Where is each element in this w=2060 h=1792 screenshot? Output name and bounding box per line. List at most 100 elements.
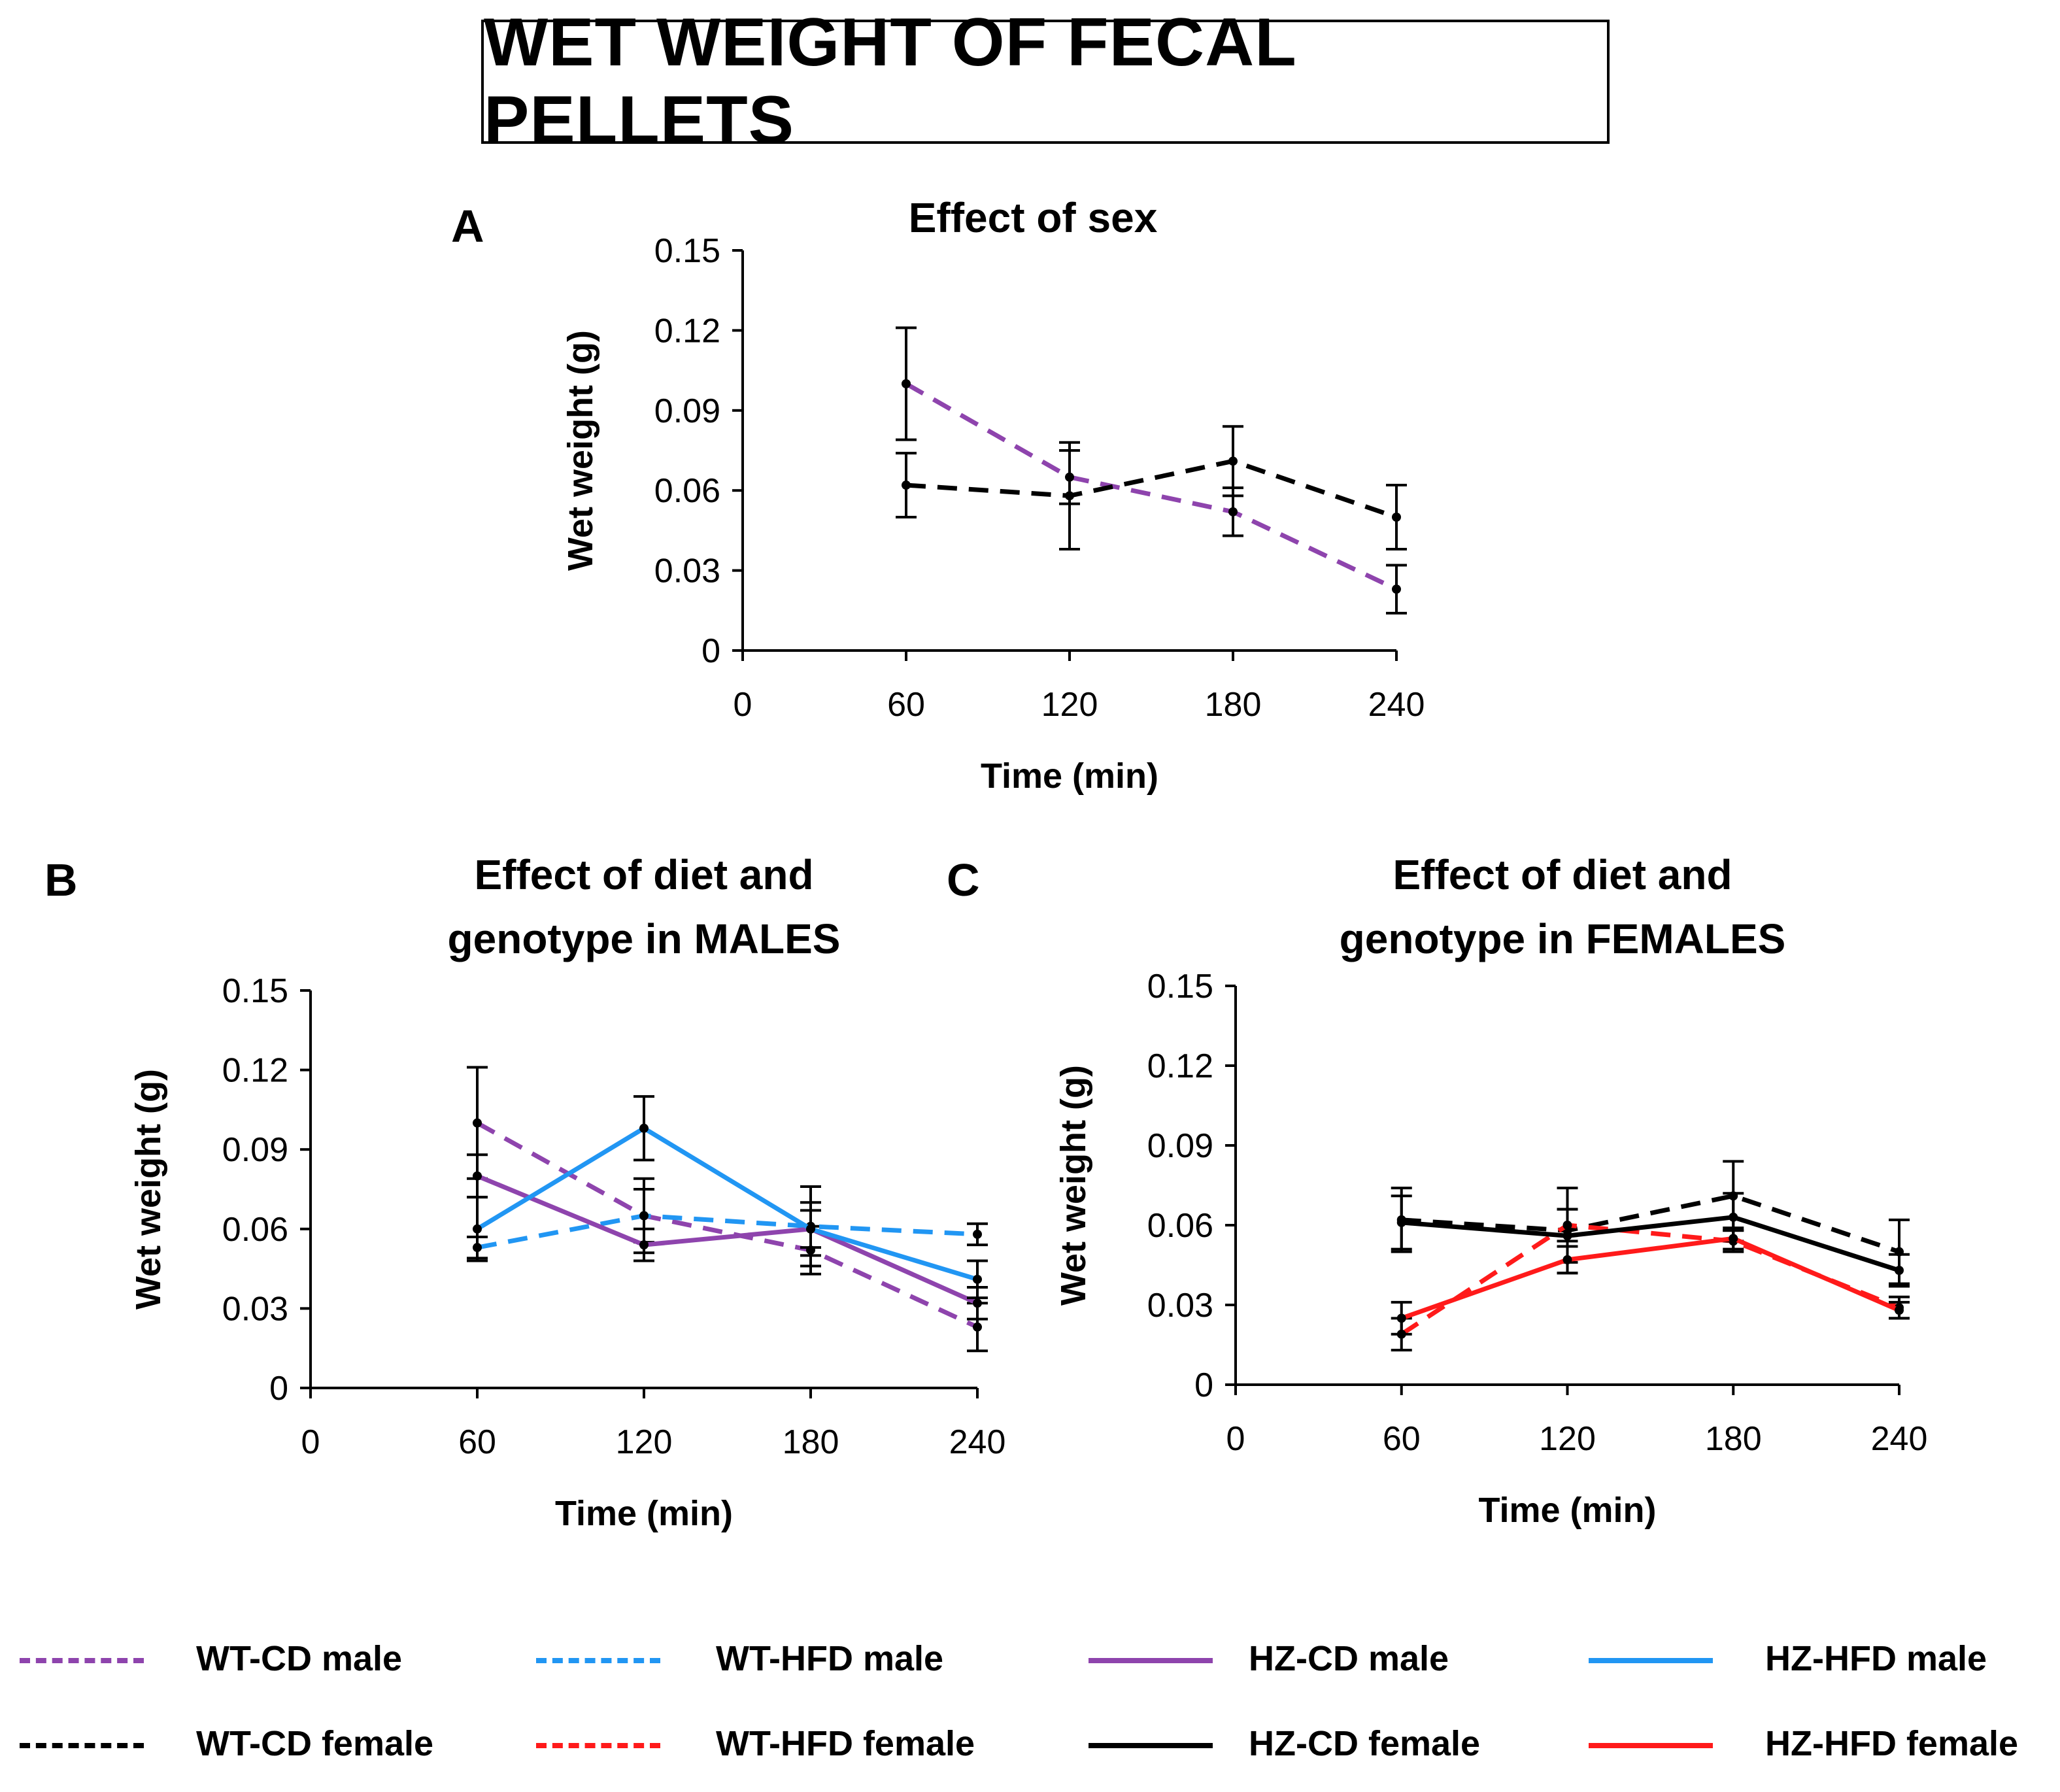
x-tick-label: 240 [949,1423,1006,1461]
data-point [1392,584,1401,594]
y-tick-label: 0 [269,1370,288,1408]
series-line [476,1174,979,1306]
y-tick-label: 0 [701,632,720,670]
chart-title: Effect of diet and [474,851,813,898]
legend-label: HZ-HFD male [1765,1639,1987,1678]
panel-b: B Effect of diet and genotype in MALES 0 0.0… [44,851,1005,1533]
series-wt-hfd-male [467,1177,988,1268]
x-axis-label: Time (min) [1478,1491,1656,1530]
series-hz-cd-female [1391,1192,1910,1288]
legend-label: HZ-HFD female [1765,1724,2019,1763]
series-wt-cd-male [467,1066,988,1353]
data-point [1562,1231,1572,1241]
x-tick-label: 180 [783,1423,839,1461]
panel-letter: B [44,854,78,905]
y-axis-label: Wet weight (g) [1054,1065,1093,1306]
figure-title-box: WET WEIGHT OF FECAL PELLETS [481,5,1610,158]
x-tick-label: 240 [1871,1420,1928,1458]
series-line [477,1213,978,1250]
series-hz-hfd-female [1391,1226,1910,1336]
data-point [639,1240,649,1250]
data-point [1562,1255,1572,1264]
chart-title: Effect of diet and [1393,851,1732,898]
legend-label: WT-HFD male [716,1639,944,1678]
legend-label: HZ-CD male [1249,1639,1449,1678]
legend-label: WT-CD female [196,1724,434,1763]
x-axis-label: Time (min) [555,1494,733,1533]
y-tick-label: 0.06 [654,472,720,510]
series-line [476,1126,979,1282]
y-tick-label: 0.09 [1147,1127,1213,1165]
x-tick-label: 0 [734,686,752,724]
series-line [1401,1193,1900,1254]
y-tick-label: 0.12 [222,1052,288,1090]
series-line [476,1121,979,1329]
series-line [905,381,1398,592]
x-tick-label: 60 [458,1423,496,1461]
panel-letter: C [947,854,980,905]
series-line [1400,1236,1900,1321]
y-tick-label: 0.12 [654,312,720,350]
series-wt-cd-female [896,425,1407,550]
data-point [1392,513,1401,522]
data-point [1895,1266,1904,1276]
figure-title: WET WEIGHT OF FECAL PELLETS [484,5,1296,158]
y-tick-label: 0.06 [1147,1207,1213,1245]
y-tick-label: 0.03 [654,552,720,590]
y-tick-label: 0.15 [222,972,288,1010]
data-point [806,1224,815,1234]
data-point [1729,1212,1738,1222]
y-tick-label: 0.03 [222,1290,288,1328]
data-point [473,1118,482,1128]
legend-swatch-wt-hfd-female [536,1743,660,1748]
data-point [973,1274,982,1284]
y-tick-label: 0.09 [654,392,720,430]
y-tick-label: 0.15 [654,232,720,270]
y-tick-label: 0.09 [222,1131,288,1169]
y-tick-label: 0.15 [1147,968,1213,1006]
x-axis-label: Time (min) [981,756,1158,796]
legend-label: HZ-CD female [1249,1724,1481,1763]
x-tick-label: 0 [301,1423,320,1461]
series-wt-cd-female [1391,1160,1910,1285]
data-point [1228,507,1238,516]
x-tick-label: 240 [1368,686,1425,724]
data-point [973,1229,982,1239]
legend-swatch-hz-hfd-male [1589,1658,1713,1663]
y-axis-label: Wet weight (g) [129,1069,168,1310]
data-point [639,1211,649,1221]
x-tick-label: 120 [1539,1420,1596,1458]
legend-label: WT-HFD female [716,1724,975,1763]
data-point [1396,1217,1406,1227]
legend-swatch-hz-hfd-female [1589,1743,1713,1748]
data-point [1729,1234,1738,1243]
legend-label: WT-CD male [196,1639,403,1678]
data-point [473,1224,482,1234]
series-wt-cd-male [896,326,1407,615]
panel-letter: A [451,201,484,252]
data-point [1228,456,1238,466]
data-point [473,1171,482,1181]
data-point [902,379,911,388]
legend-swatch-wt-cd-female [20,1743,144,1748]
x-tick-label: 0 [1226,1420,1245,1458]
data-point [1065,491,1074,501]
legend-swatch-wt-hfd-male [536,1658,660,1663]
panel-a: A Effect of sex 0 0.03 0.06 0.09 0.12 0.15 0 60 12… [451,194,1425,796]
legend-swatch-hz-cd-male [1089,1658,1213,1663]
series-line [1401,1215,1900,1273]
y-tick-label: 0 [1194,1366,1213,1404]
series-hz-hfd-male [467,1095,988,1300]
x-tick-label: 120 [616,1423,673,1461]
y-tick-label: 0.06 [222,1211,288,1249]
legend-swatch-hz-cd-female [1089,1743,1213,1748]
data-point [973,1322,982,1332]
data-point [973,1298,982,1308]
chart-title: genotype in FEMALES [1340,915,1786,962]
series-line [905,458,1398,520]
y-tick-label: 0.03 [1147,1287,1213,1325]
data-point [902,481,911,490]
data-point [1396,1313,1406,1323]
